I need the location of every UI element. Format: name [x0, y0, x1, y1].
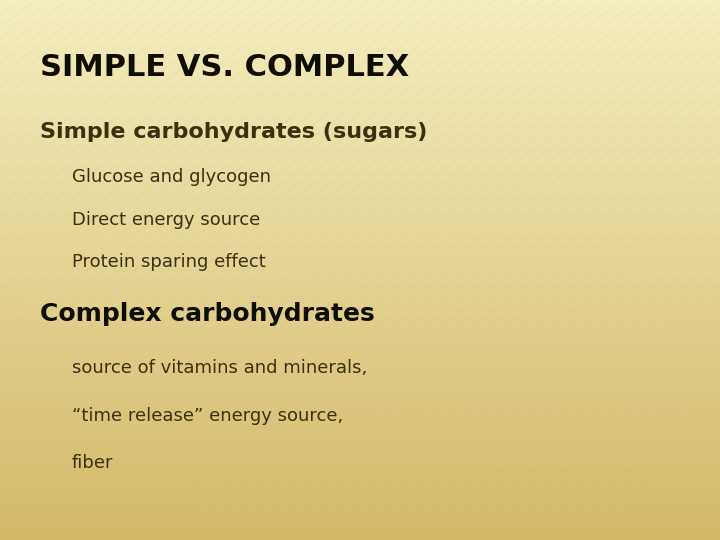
Text: SIMPLE VS. COMPLEX: SIMPLE VS. COMPLEX: [40, 53, 409, 82]
Text: “time release” energy source,: “time release” energy source,: [72, 407, 343, 425]
Text: Simple carbohydrates (sugars): Simple carbohydrates (sugars): [40, 122, 427, 143]
Text: Protein sparing effect: Protein sparing effect: [72, 253, 266, 272]
Text: Direct energy source: Direct energy source: [72, 211, 260, 229]
Text: source of vitamins and minerals,: source of vitamins and minerals,: [72, 359, 367, 377]
Text: fiber: fiber: [72, 454, 114, 472]
Text: Glucose and glycogen: Glucose and glycogen: [72, 168, 271, 186]
Text: Complex carbohydrates: Complex carbohydrates: [40, 302, 374, 326]
